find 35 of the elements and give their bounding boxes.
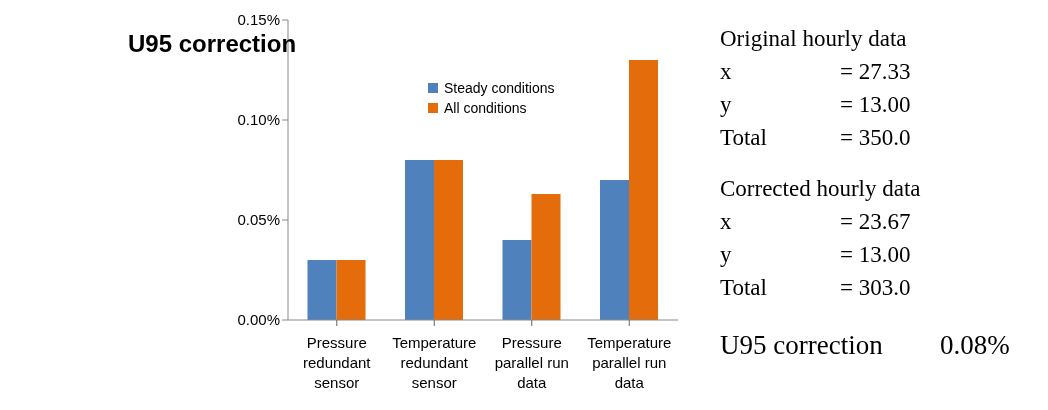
y-tick-label: 0.05% — [237, 211, 280, 229]
text: x — [720, 58, 733, 86]
bar — [434, 160, 463, 320]
text: = 13.00 — [840, 91, 911, 119]
y-tick-label: 0.00% — [237, 311, 280, 329]
x-tick-label: Pressure parallel run data — [494, 334, 569, 391]
x-tick-label: Temperature redundant sensor — [392, 334, 477, 391]
text: x — [720, 208, 733, 236]
text: y — [720, 241, 733, 269]
text: Original hourly data — [720, 25, 908, 53]
chart-title: U95 correction — [128, 30, 297, 58]
text: = 303.0 — [840, 274, 911, 302]
bar — [405, 160, 434, 320]
text: = 350.0 — [840, 124, 911, 152]
bar — [307, 260, 337, 320]
bar — [600, 180, 629, 320]
legend-label: All conditions — [444, 99, 527, 118]
text: Total — [720, 274, 768, 302]
text: y — [720, 91, 733, 119]
text: 0.08% — [940, 329, 1010, 362]
text: U95 correction — [720, 329, 884, 362]
bar — [336, 260, 366, 320]
text: Total — [720, 124, 768, 152]
text: = 27.33 — [840, 58, 911, 86]
legend-label: Steady conditions — [444, 79, 555, 98]
text: Corrected hourly data — [720, 175, 922, 203]
bar — [502, 240, 532, 320]
bar — [531, 194, 561, 320]
text: = 23.67 — [840, 208, 911, 236]
x-tick-label: Temperature parallel run data — [587, 334, 672, 391]
bar — [629, 60, 658, 320]
y-tick-label: 0.10% — [237, 111, 280, 129]
x-tick-label: Pressure redundant sensor — [302, 334, 372, 391]
y-tick-label: 0.15% — [237, 11, 280, 29]
text: = 13.00 — [840, 241, 911, 269]
